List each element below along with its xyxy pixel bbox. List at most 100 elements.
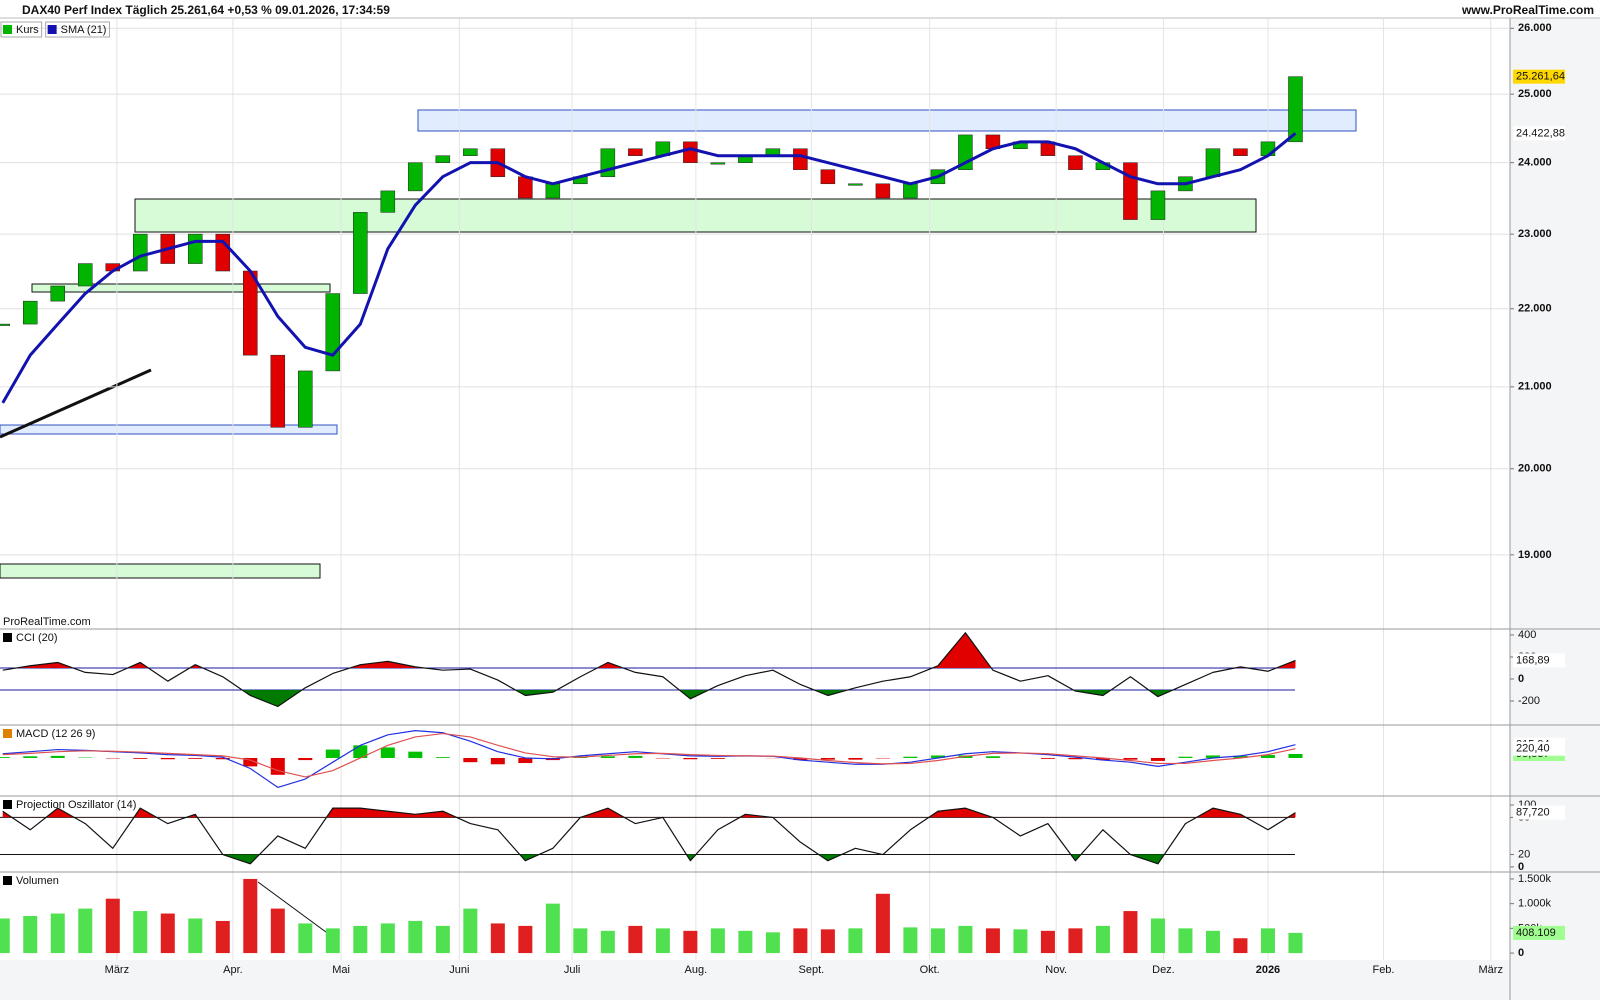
y-tick-label: 21.000 xyxy=(1518,381,1552,393)
panel-title: CCI (20) xyxy=(16,632,58,644)
y-tick-label: 26.000 xyxy=(1518,22,1552,34)
bar xyxy=(1123,758,1137,760)
bar xyxy=(23,756,37,758)
trend-line xyxy=(258,882,330,935)
candle xyxy=(463,149,477,156)
bar xyxy=(573,928,587,953)
bar xyxy=(161,914,175,954)
bar xyxy=(931,928,945,953)
legend-swatch xyxy=(3,633,12,642)
bar xyxy=(766,932,780,953)
candle xyxy=(876,184,890,198)
x-tick-label: März xyxy=(105,964,129,976)
bar xyxy=(1068,928,1082,953)
candle xyxy=(381,191,395,212)
candle xyxy=(711,163,725,165)
panel-title: Projection Oszillator (14) xyxy=(16,799,136,811)
bar xyxy=(243,879,257,953)
bar xyxy=(326,750,340,758)
panel-title: Volumen xyxy=(16,875,59,887)
bar xyxy=(711,758,725,759)
bar xyxy=(821,929,835,953)
bar xyxy=(683,931,697,953)
bar xyxy=(793,928,807,953)
candle xyxy=(1233,149,1247,156)
x-tick-label: 2026 xyxy=(1256,964,1280,976)
bar xyxy=(408,752,422,758)
candle xyxy=(683,142,697,163)
candle xyxy=(1206,149,1220,177)
y-tick-label: 400 xyxy=(1518,629,1536,641)
bar xyxy=(1288,933,1302,953)
x-tick-label: März xyxy=(1479,964,1503,976)
y-tick-label: 23.000 xyxy=(1518,228,1552,240)
bar xyxy=(436,926,450,953)
candle xyxy=(1151,191,1165,220)
candle xyxy=(903,184,917,198)
bar xyxy=(463,758,477,762)
x-tick-label: Feb. xyxy=(1372,964,1394,976)
bar xyxy=(1096,926,1110,953)
y-tick-label: 0 xyxy=(1518,673,1524,685)
chart-title: DAX40 Perf Index Täglich 25.261,64 +0,53… xyxy=(22,3,390,17)
bar xyxy=(821,758,835,760)
zone xyxy=(0,425,337,434)
bar xyxy=(518,926,532,953)
bar xyxy=(848,758,862,760)
bar xyxy=(1206,931,1220,953)
x-tick-label: Okt. xyxy=(920,964,940,976)
bar xyxy=(1041,758,1055,759)
bar xyxy=(133,911,147,953)
value-label: 408.109 xyxy=(1516,927,1556,939)
candle xyxy=(601,149,615,177)
candle xyxy=(188,234,202,263)
candle xyxy=(23,301,37,324)
bar xyxy=(546,904,560,953)
bar xyxy=(1178,928,1192,953)
value-label: 24.422,88 xyxy=(1516,127,1565,139)
bar xyxy=(491,758,505,764)
bar xyxy=(1233,938,1247,953)
bar xyxy=(381,923,395,953)
value-label: 87,720 xyxy=(1516,807,1550,819)
x-tick-label: Apr. xyxy=(223,964,243,976)
bar xyxy=(0,757,10,758)
bar xyxy=(738,931,752,953)
bar xyxy=(78,909,92,953)
panel-title: MACD (12 26 9) xyxy=(16,728,95,740)
bar xyxy=(1151,758,1165,761)
candle xyxy=(78,264,92,286)
bar xyxy=(986,756,1000,758)
candle xyxy=(243,271,257,355)
bar xyxy=(1041,931,1055,953)
candle xyxy=(821,170,835,184)
bar xyxy=(133,758,147,759)
x-tick-label: Mai xyxy=(332,964,350,976)
x-tick-label: Dez. xyxy=(1152,964,1175,976)
bar xyxy=(0,918,10,953)
bar xyxy=(381,747,395,758)
x-tick-label: Sept. xyxy=(799,964,825,976)
candle xyxy=(518,177,532,198)
bar xyxy=(188,758,202,759)
y-tick-label: 1.000k xyxy=(1518,898,1552,910)
bar xyxy=(1151,918,1165,953)
bar xyxy=(711,928,725,953)
y-tick-label: 25.000 xyxy=(1518,88,1552,100)
y-tick-label: 20.000 xyxy=(1518,463,1552,475)
candle xyxy=(436,156,450,163)
candle xyxy=(1123,163,1137,220)
bar xyxy=(628,926,642,953)
legend-label: SMA (21) xyxy=(61,24,107,36)
bar xyxy=(106,899,120,953)
x-tick-label: Juli xyxy=(564,964,581,976)
bar xyxy=(656,928,670,953)
legend-label: Kurs xyxy=(16,24,39,36)
candle xyxy=(326,294,340,371)
candle xyxy=(848,184,862,186)
value-label: 25.261,64 xyxy=(1516,71,1565,83)
candle xyxy=(51,286,65,301)
bar xyxy=(436,757,450,758)
